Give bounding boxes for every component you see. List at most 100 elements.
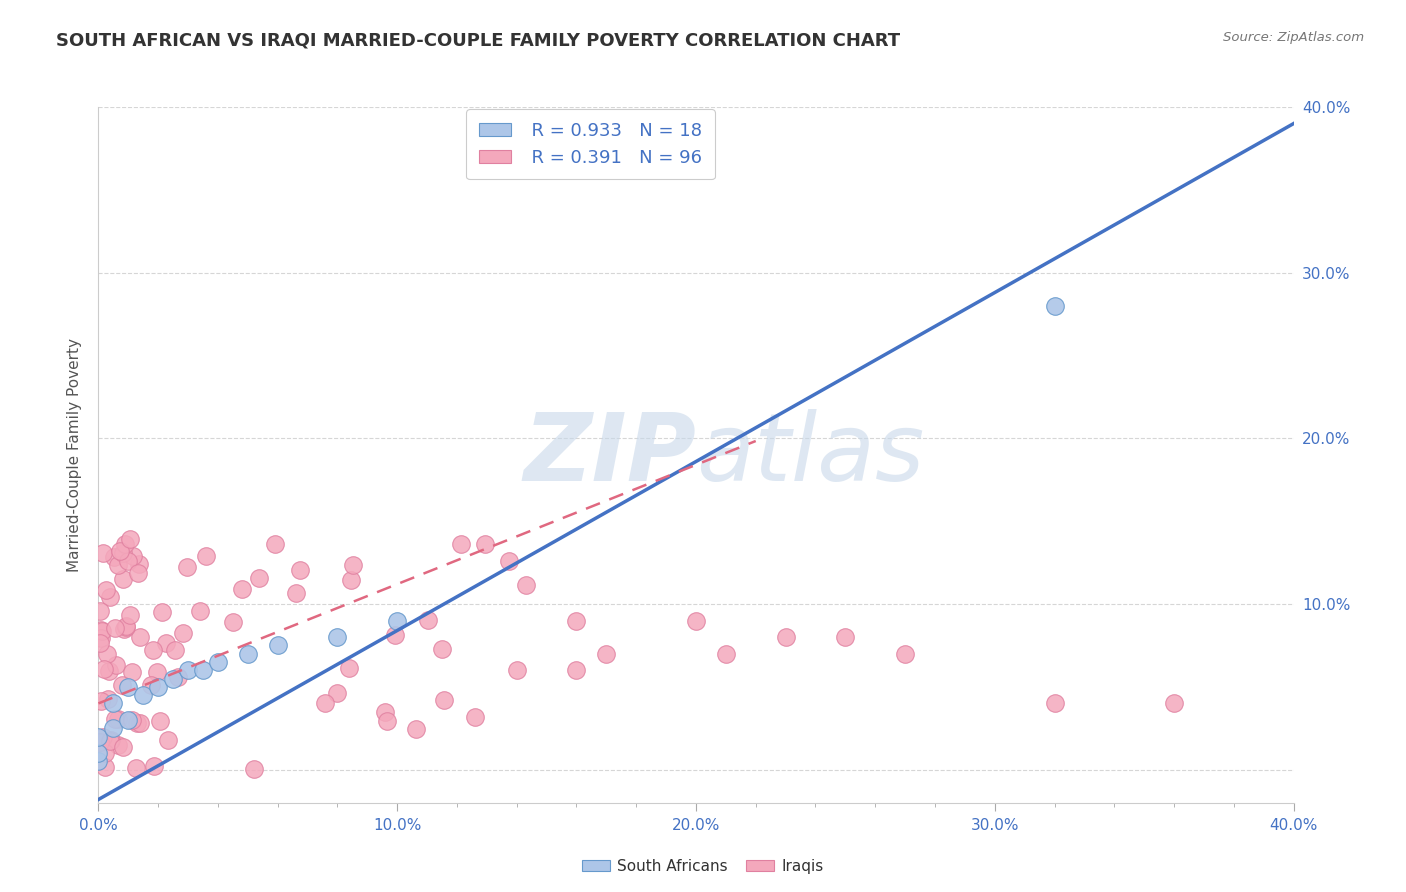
Point (104, 621, 127, 635)
Point (122, 549, 145, 564)
Text: ZIP: ZIP (523, 409, 696, 501)
Point (94, 760, 117, 774)
Point (118, 532, 141, 546)
Point (149, 714, 172, 728)
Point (104, 657, 127, 672)
Point (506, 663, 529, 677)
Point (433, 693, 456, 707)
Point (326, 686, 349, 700)
Point (98, 664, 121, 678)
Point (121, 665, 143, 680)
Point (374, 706, 396, 720)
Point (120, 608, 142, 623)
Point (157, 732, 180, 747)
Point (155, 635, 177, 649)
Point (565, 663, 588, 677)
Point (91, 731, 114, 745)
Point (93, 746, 115, 760)
Point (405, 723, 427, 737)
Point (166, 670, 188, 684)
Point (595, 647, 617, 661)
Point (450, 537, 472, 551)
Point (775, 630, 797, 644)
Point (385, 614, 409, 628)
Point (127, 566, 149, 580)
Point (236, 647, 259, 661)
Point (430, 642, 453, 657)
Point (221, 615, 243, 629)
Point (103, 721, 125, 735)
Point (375, 714, 398, 728)
Point (685, 614, 707, 628)
Point (515, 578, 537, 592)
Point (142, 642, 165, 657)
Point (384, 627, 406, 641)
Point (152, 605, 174, 619)
Point (416, 613, 439, 627)
Point (103, 549, 125, 564)
Point (264, 537, 287, 551)
Point (91, 545, 114, 559)
Point (177, 663, 200, 677)
Point (191, 663, 214, 677)
Point (834, 630, 856, 644)
Text: atlas: atlas (696, 409, 924, 500)
Point (111, 678, 134, 692)
Point (326, 630, 349, 644)
Point (87, 746, 110, 760)
Point (148, 680, 170, 694)
Point (464, 710, 486, 724)
Point (267, 639, 290, 653)
Point (114, 537, 136, 551)
Point (107, 558, 129, 573)
Point (129, 716, 152, 731)
Point (90, 624, 112, 638)
Point (1163, 697, 1185, 711)
Point (111, 546, 134, 560)
Point (339, 573, 361, 587)
Point (115, 618, 138, 632)
Point (89, 604, 111, 618)
Point (107, 738, 129, 752)
Point (314, 696, 336, 710)
Point (894, 647, 917, 661)
Legend:   R = 0.933   N = 18,   R = 0.391   N = 96: R = 0.933 N = 18, R = 0.391 N = 96 (465, 109, 714, 179)
Point (93, 662, 115, 676)
Point (172, 625, 194, 640)
Text: Source: ZipAtlas.com: Source: ZipAtlas.com (1223, 31, 1364, 45)
Point (121, 713, 143, 727)
Point (714, 647, 737, 661)
Point (162, 672, 184, 686)
Point (146, 665, 169, 679)
Point (112, 740, 135, 755)
Point (124, 761, 146, 775)
Point (104, 712, 127, 726)
Point (1043, 299, 1066, 313)
Point (87, 730, 110, 744)
Point (90, 694, 112, 708)
Legend: South Africans, Iraqis: South Africans, Iraqis (576, 853, 830, 880)
Point (142, 759, 165, 773)
Point (115, 620, 138, 634)
Point (188, 604, 211, 618)
Point (100, 733, 122, 747)
Point (96, 647, 118, 661)
Point (108, 544, 131, 558)
Point (100, 591, 122, 605)
Point (128, 557, 150, 571)
Point (498, 554, 520, 568)
Point (243, 762, 266, 776)
Point (207, 655, 229, 669)
Point (565, 614, 588, 628)
Point (98, 734, 121, 748)
Point (129, 630, 152, 644)
Point (117, 680, 139, 694)
Point (176, 559, 198, 574)
Point (285, 585, 308, 599)
Point (89, 734, 111, 748)
Text: SOUTH AFRICAN VS IRAQI MARRIED-COUPLE FAMILY POVERTY CORRELATION CHART: SOUTH AFRICAN VS IRAQI MARRIED-COUPLE FA… (56, 31, 900, 49)
Point (247, 571, 270, 585)
Point (94, 582, 117, 597)
Point (89, 636, 111, 650)
Point (117, 554, 139, 568)
